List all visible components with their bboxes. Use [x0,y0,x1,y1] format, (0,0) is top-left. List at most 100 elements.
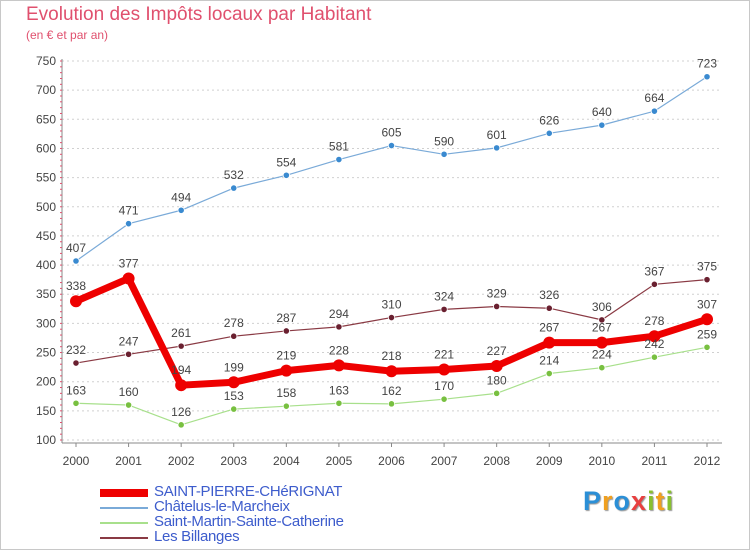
proxiti-logo: Proxiti [583,486,674,517]
data-label: 247 [119,334,139,348]
data-point [650,107,659,115]
y-tick-label: 500 [36,200,56,214]
series-lines [70,73,713,429]
data-point [387,400,396,408]
data-point [598,364,606,372]
data-point [282,171,290,179]
data-label: 228 [329,343,349,357]
logo-letter: o [613,486,632,516]
data-point [650,280,659,288]
data-point [282,327,290,335]
data-point [440,150,448,158]
data-label: 375 [697,260,717,274]
data-label: 163 [66,383,86,397]
data-label: 242 [644,337,664,351]
data-point [493,302,501,311]
data-point [440,395,448,403]
x-tick-label: 2000 [63,454,90,468]
data-label: 590 [434,134,454,148]
x-tick-label: 2005 [326,454,353,468]
data-label: 278 [644,314,664,328]
x-tick-label: 2006 [378,454,405,468]
data-point [335,323,343,331]
data-label: 232 [66,343,86,357]
data-point [177,342,185,350]
legend-label: Châtelus-le-Marcheix [154,498,290,515]
data-label: 377 [119,256,139,270]
logo-letter: i [665,486,675,516]
x-tick-label: 2011 [642,454,668,468]
data-label: 261 [171,326,191,340]
x-tick-label: 2002 [168,454,195,468]
data-label: 640 [592,105,612,119]
data-point [595,336,608,349]
data-label: 227 [487,344,507,358]
data-label: 554 [276,155,296,169]
data-label: 329 [487,286,507,300]
data-label: 126 [171,405,191,419]
data-point [387,313,396,322]
y-tick-label: 650 [36,112,56,126]
data-point [545,129,553,137]
logo-letter: P [583,486,603,516]
data-label: 214 [539,354,559,368]
x-tick-label: 2009 [536,454,563,468]
data-point [703,73,711,81]
data-label: 407 [66,241,86,255]
series-line [75,76,708,262]
logo-letter: t [655,486,666,516]
legend-label: SAINT-PIERRE-CHéRIGNAT [154,483,343,500]
legend-swatch [100,522,148,524]
data-point [335,399,343,407]
y-tick-label: 750 [36,54,56,68]
data-point [124,401,133,409]
y-tick-label: 300 [36,316,56,330]
data-label: 278 [224,316,244,330]
y-tick-label: 450 [36,229,56,243]
data-label: 224 [592,348,612,362]
data-point [332,359,345,372]
data-label: 626 [539,113,559,127]
data-label: 306 [592,300,612,314]
data-point [282,402,290,410]
data-point [490,359,503,372]
data-point [227,376,240,389]
data-label: 194 [171,363,191,377]
data-point [72,399,80,407]
data-point [124,350,133,358]
logo-letter: x [631,486,648,516]
data-point [175,379,188,392]
data-point [230,405,238,413]
data-point [70,295,82,308]
data-point [598,121,606,129]
data-label: 158 [276,386,296,400]
data-point [493,389,501,397]
data-label: 581 [329,140,349,154]
y-tick-label: 350 [36,287,56,301]
data-point [72,257,80,265]
data-label: 153 [224,389,244,403]
data-labels: 407 471 494 532 554 581 605 590 601 626 640 664 723 1… [66,57,717,419]
data-point [650,353,659,361]
legend-swatch [100,507,148,509]
logo-letter: r [602,486,614,516]
data-point [440,305,448,313]
data-label: 605 [381,126,401,140]
data-point [280,364,293,377]
data-label: 221 [434,347,454,361]
data-label: 307 [697,297,717,311]
data-point [493,144,501,152]
data-point [230,184,238,192]
x-tick-label: 2007 [431,454,458,468]
data-label: 494 [171,190,191,204]
data-point [122,272,135,285]
data-label: 218 [381,349,401,363]
data-label: 267 [592,321,612,335]
data-label: 287 [276,311,296,325]
chart-subtitle: (en € et par an) [26,28,109,42]
data-point [703,343,711,351]
data-label: 163 [329,383,349,397]
y-tick-label: 250 [36,346,56,360]
data-point [72,359,80,367]
data-label: 180 [487,373,507,387]
